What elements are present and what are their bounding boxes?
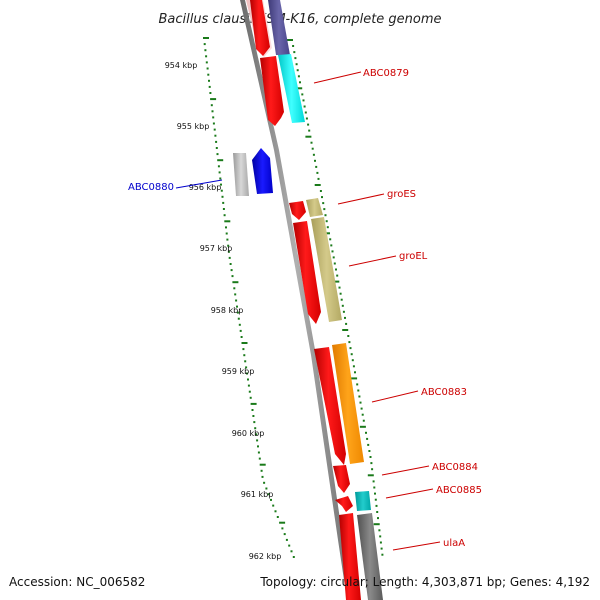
gene-label-abc0880[interactable]: ABC0880 [128, 182, 174, 193]
gene-cog-bar-abc0885 [355, 491, 371, 511]
gene-arrow-abc0885[interactable] [335, 496, 353, 512]
gene-cog-bar-groel [311, 217, 342, 322]
gene-labels: ABC0879 ABC0880 groES groEL ABC0883 ABC0… [128, 68, 482, 549]
ruler-label: 956 kbp [189, 183, 222, 192]
leader-line-abc0880 [175, 179, 223, 189]
ruler-labels: 954 kbp 955 kbp 956 kbp 957 kbp 958 kbp … [165, 61, 282, 561]
ruler-label: 961 kbp [241, 490, 274, 499]
leader-line-abc0883 [371, 390, 419, 403]
gene-label-ulaa[interactable]: ulaA [443, 538, 465, 549]
leader-line-abc0885 [385, 488, 434, 499]
gene-cog-bar-abc0879 [278, 54, 305, 123]
gene-arrow-abc0880-partner[interactable] [233, 153, 249, 196]
gene-cog-bar-ulaa [357, 513, 383, 600]
genome-backbone [240, 0, 352, 600]
gene-label-abc0885[interactable]: ABC0885 [436, 485, 482, 496]
gene-label-abc0879[interactable]: ABC0879 [363, 68, 409, 79]
ruler-label: 958 kbp [211, 306, 244, 315]
gene-label-groel[interactable]: groEL [399, 251, 428, 262]
gene-cog-bar-groes [306, 198, 323, 217]
gene-arrow-abc0880[interactable] [252, 148, 273, 194]
leader-line-groel [348, 255, 397, 267]
gene-arrow-abc0884[interactable] [333, 465, 350, 493]
ruler-label: 955 kbp [177, 122, 210, 131]
leader-line-abc0879 [313, 71, 362, 84]
leader-line-abc0884 [381, 465, 430, 476]
ruler-label: 957 kbp [200, 244, 233, 253]
gene-arrow-top[interactable] [250, 0, 270, 56]
gene-arrow-groes[interactable] [289, 201, 306, 220]
gene-label-abc0883[interactable]: ABC0883 [421, 387, 467, 398]
ruler-label: 962 kbp [249, 552, 282, 561]
ruler-label: 959 kbp [222, 367, 255, 376]
leader-line-groes [337, 193, 385, 205]
gene-label-abc0884[interactable]: ABC0884 [432, 462, 478, 473]
map-title: Bacillus clausii KSM-K16, complete genom… [158, 12, 441, 27]
gene-arrow-abc0883[interactable] [314, 347, 346, 465]
gene-cog-bar-abc0883 [332, 343, 364, 464]
gene-label-groes[interactable]: groES [387, 189, 416, 200]
ruler-label: 954 kbp [165, 61, 198, 70]
genome-summary-text: Topology: circular; Length: 4,303,871 bp… [259, 575, 590, 589]
ruler-label: 960 kbp [232, 429, 265, 438]
leader-line-ulaa [392, 541, 441, 551]
gene-cog-bar-top [268, 0, 290, 55]
gene-arrow-groel[interactable] [293, 221, 321, 324]
gene-arrow-ulaa[interactable] [339, 513, 361, 600]
accession-text: Accession: NC_006582 [9, 575, 145, 589]
gene-arrow-abc0879[interactable] [260, 56, 284, 126]
